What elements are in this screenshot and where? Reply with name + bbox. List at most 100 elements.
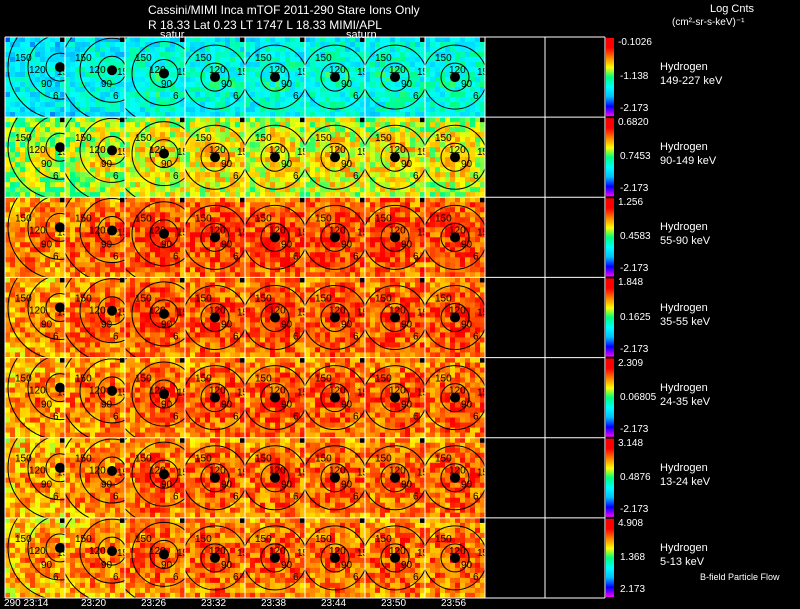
heat-cell: [330, 257, 336, 263]
heat-cell: [400, 272, 406, 278]
heat-cell: [295, 217, 301, 223]
heat-cell: [95, 127, 101, 133]
heat-cell: [90, 132, 96, 138]
heat-cell: [190, 157, 196, 163]
heat-cell: [80, 112, 86, 118]
heat-cell: [260, 217, 266, 223]
heat-cell: [135, 172, 141, 178]
heat-cell: [135, 187, 141, 193]
heat-cell: [325, 52, 331, 58]
heat-cell: [145, 197, 151, 203]
heat-cell: [365, 207, 371, 213]
heat-cell: [200, 37, 206, 43]
contour-label: 90: [341, 159, 353, 170]
heat-cell: [260, 102, 266, 108]
heat-cell: [365, 82, 371, 88]
heat-cell: [145, 37, 151, 43]
heat-cell: [195, 232, 201, 238]
heat-cell: [180, 167, 185, 173]
heat-cell: [180, 262, 185, 268]
heat-cell: [380, 167, 386, 173]
heat-cell: [35, 137, 41, 143]
heat-cell: [405, 217, 411, 223]
heat-cell: [205, 152, 211, 158]
heat-cell: [480, 62, 485, 68]
heat-cell: [475, 192, 481, 198]
heat-cell: [285, 157, 291, 163]
heat-cell: [80, 232, 86, 238]
heat-cell: [155, 242, 161, 248]
heat-cell: [405, 127, 411, 133]
heat-cell: [425, 122, 431, 128]
heat-cell: [235, 37, 241, 43]
heat-cell: [175, 77, 181, 83]
heat-cell: [60, 207, 65, 213]
heat-cell: [120, 172, 125, 178]
heat-cell: [365, 167, 371, 173]
heat-cell: [145, 57, 151, 63]
heat-cell: [230, 102, 236, 108]
heat-cell: [180, 142, 185, 148]
heat-cell: [335, 162, 341, 168]
heat-cell: [180, 57, 185, 63]
heat-cell: [305, 82, 311, 88]
heat-cell: [75, 102, 81, 108]
heat-cell: [480, 122, 485, 128]
heat-cell: [150, 67, 156, 73]
heat-cell: [410, 107, 416, 113]
heat-cell: [30, 227, 36, 233]
heat-cell: [115, 102, 121, 108]
heat-cell: [325, 102, 331, 108]
heat-cell: [240, 202, 245, 208]
heat-cell: [295, 252, 301, 258]
contour-label: 150: [477, 67, 494, 78]
heat-cell: [415, 252, 421, 258]
heat-cell: [250, 77, 256, 83]
heat-cell: [40, 182, 46, 188]
heat-cell: [155, 227, 161, 233]
heat-cell: [310, 87, 316, 93]
heat-cell: [40, 57, 46, 63]
heat-cell: [420, 172, 425, 178]
heat-cell: [440, 142, 446, 148]
heat-cell: [235, 47, 241, 53]
heat-cell: [390, 207, 396, 213]
heat-cell: [340, 77, 346, 83]
heat-cell: [405, 72, 411, 78]
heat-cell: [150, 102, 156, 108]
heat-cell: [295, 237, 301, 243]
heat-cell: [235, 62, 241, 68]
heat-cell: [55, 177, 61, 183]
heat-cell: [125, 222, 131, 228]
heat-cell: [95, 137, 101, 143]
heat-cell: [95, 87, 101, 93]
heat-cell: [60, 167, 65, 173]
heat-cell: [325, 237, 331, 243]
heat-cell: [245, 77, 251, 83]
heat-cell: [330, 147, 336, 153]
heat-cell: [100, 257, 106, 263]
heat-cell: [175, 247, 181, 253]
heat-cell: [470, 137, 476, 143]
heat-cell: [290, 72, 296, 78]
heat-cell: [225, 167, 231, 173]
heat-cell: [420, 242, 425, 248]
heat-cell: [145, 97, 151, 103]
heat-cell: [395, 207, 401, 213]
heat-cell: [15, 137, 21, 143]
heat-cell: [380, 222, 386, 228]
heat-cell: [245, 82, 251, 88]
heat-cell: [130, 57, 136, 63]
heat-cell: [70, 127, 76, 133]
heat-cell: [315, 162, 321, 168]
saturn-marker: [390, 232, 400, 243]
heat-cell: [135, 97, 141, 103]
heat-cell: [230, 142, 236, 148]
heat-cell: [125, 262, 131, 268]
heat-cell: [110, 247, 116, 253]
heat-cell: [465, 182, 471, 188]
heat-cell: [315, 267, 321, 273]
heat-cell: [45, 47, 51, 53]
heat-cell: [345, 112, 351, 118]
